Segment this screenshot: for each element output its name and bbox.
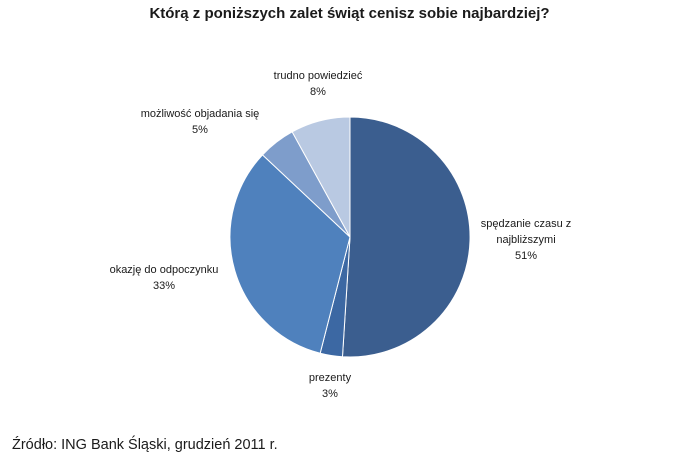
slice-value-label: 8% bbox=[310, 86, 326, 98]
slice-label-text: prezenty bbox=[308, 372, 352, 384]
slice-label-prezenty: prezenty 3% bbox=[309, 370, 351, 402]
slice-value-label: 5% bbox=[192, 124, 208, 136]
slice-trudno bbox=[291, 116, 351, 238]
pie-slices bbox=[229, 116, 471, 358]
slice-label-text: możliwość objadania się bbox=[140, 108, 260, 120]
slice-value-label: 51% bbox=[514, 250, 538, 262]
chart-title: Którą z poniższych zalet świąt cenisz so… bbox=[149, 5, 550, 22]
source-note: Źródło: ING Bank Śląski, grudzień 2011 r… bbox=[12, 437, 278, 453]
slice-spedzanie-czasu bbox=[341, 116, 471, 358]
slice-value-label: 3% bbox=[322, 388, 338, 400]
slice-label-text: trudno powiedzieć bbox=[273, 70, 363, 82]
slice-label-trudno: trudno powiedzieć 8% bbox=[274, 68, 363, 100]
slice-label-text: okazję do odpoczynku bbox=[109, 264, 219, 276]
slice-label-text: najbliższymi bbox=[496, 234, 556, 246]
slice-label-spedzanie-czasu: spędzanie czasu z najbliższymi 51% bbox=[481, 216, 572, 264]
slice-label-okazje: okazję do odpoczynku 33% bbox=[110, 262, 219, 294]
slice-okazje bbox=[229, 154, 351, 354]
slice-label-objadanie: możliwość objadania się 5% bbox=[141, 106, 260, 138]
slice-label-text: spędzanie czasu z bbox=[480, 218, 572, 230]
slice-value-label: 33% bbox=[152, 280, 176, 292]
